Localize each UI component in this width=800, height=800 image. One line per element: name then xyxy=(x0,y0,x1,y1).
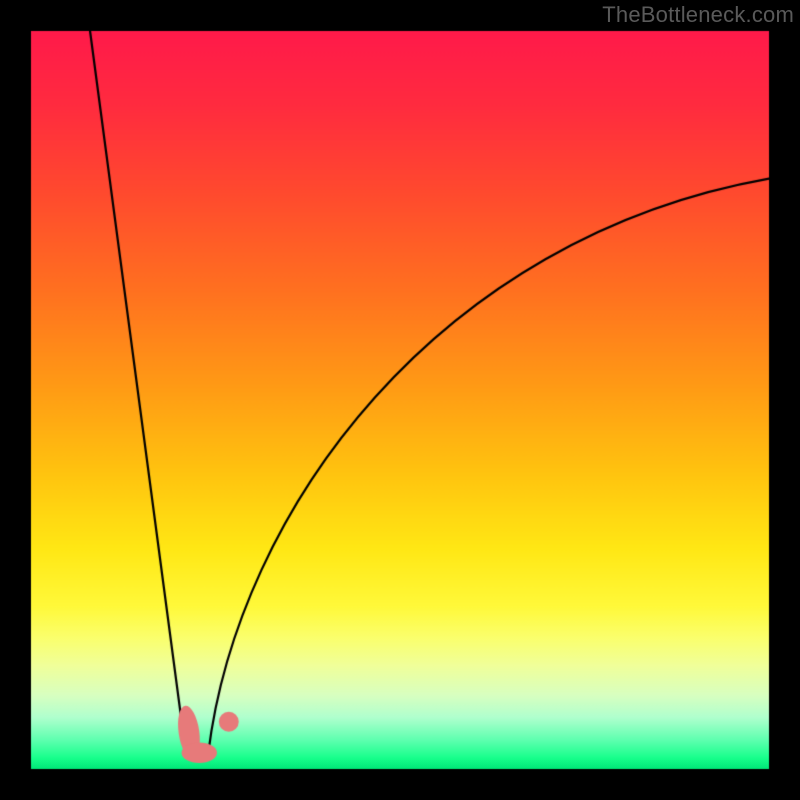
attribution-watermark: TheBottleneck.com xyxy=(602,2,794,28)
bottleneck-chart xyxy=(0,0,800,800)
